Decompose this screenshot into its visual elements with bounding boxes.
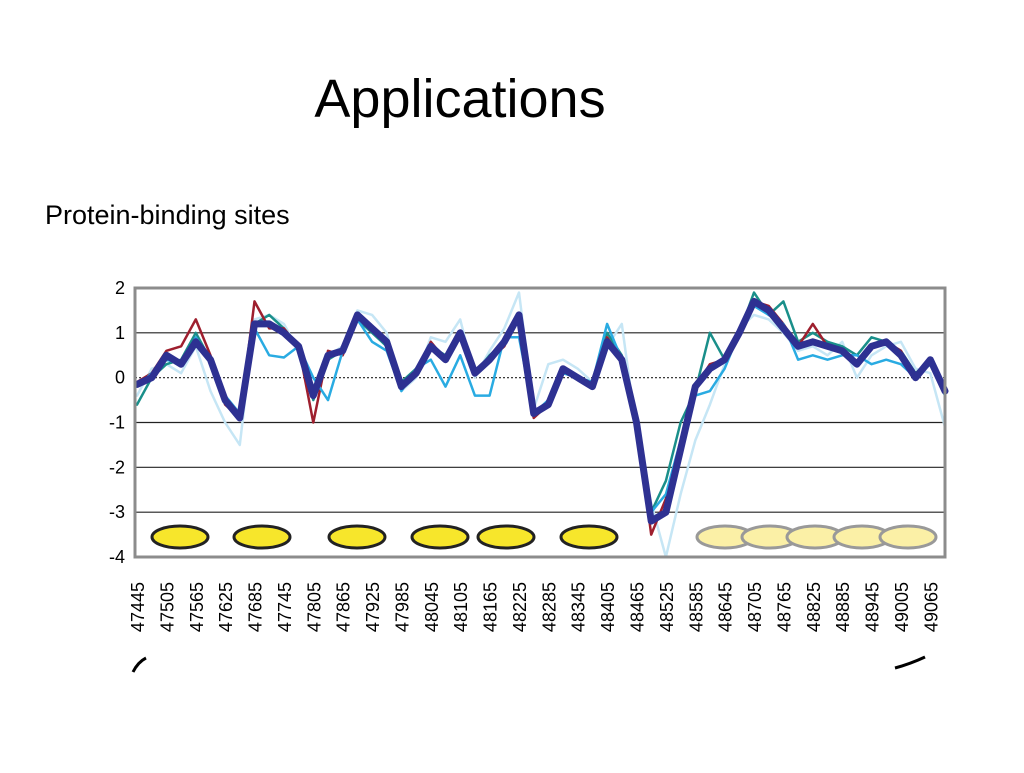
x-tick-label: 48105	[451, 582, 471, 632]
site	[327, 524, 387, 550]
y-tick-label: 2	[115, 278, 125, 298]
bracket	[131, 656, 147, 673]
site	[232, 524, 292, 550]
x-tick-label: 48045	[422, 582, 442, 632]
x-tick-label: 47625	[216, 582, 236, 632]
x-tick-label: 48885	[833, 582, 853, 632]
x-tick-label: 47685	[246, 582, 266, 632]
x-tick-label: 48345	[569, 582, 589, 632]
y-tick-label: -1	[109, 413, 125, 433]
binding-sites	[150, 524, 938, 550]
x-tick-label: 47445	[128, 582, 148, 632]
bullet-text: Protein-binding sites	[45, 200, 290, 230]
faded-site	[878, 524, 938, 550]
lines	[133, 291, 949, 559]
x-tick-label: 47865	[334, 582, 354, 632]
x-tick-label: 47565	[187, 582, 207, 632]
bracket	[894, 655, 926, 670]
x-tick-label: 47925	[363, 582, 383, 632]
x-tick-label: 49065	[921, 582, 941, 632]
site	[476, 524, 536, 550]
x-tick-label: 47745	[275, 582, 295, 632]
plot-border	[133, 286, 947, 559]
y-tick-label: -3	[109, 502, 125, 522]
x-tick-label: 48525	[657, 582, 677, 632]
x-tick-label: 47985	[392, 582, 412, 632]
y-tick-label: -2	[109, 457, 125, 477]
x-tick-label: 48765	[774, 582, 794, 632]
slide-title: Applications	[314, 69, 605, 129]
x-tick-label: 47805	[304, 582, 324, 632]
y-tick-label: 0	[115, 368, 125, 388]
x-tick-label: 48945	[863, 582, 883, 632]
x-tick-label: 47505	[157, 582, 177, 632]
x-tick-label: 48825	[804, 582, 824, 632]
x-tick-label: 48585	[686, 582, 706, 632]
x-tick-label: 48465	[627, 582, 647, 632]
site	[410, 524, 470, 550]
x-tick-label: 48285	[539, 582, 559, 632]
x-tick-label: 48405	[598, 582, 618, 632]
series-line	[133, 297, 949, 525]
site	[150, 524, 210, 550]
x-tick-label: 48705	[745, 582, 765, 632]
y-tick-label: -4	[109, 547, 125, 567]
x-tick-label: 48225	[510, 582, 530, 632]
x-tick-label: 49005	[892, 582, 912, 632]
x-tick-label: 48165	[481, 582, 501, 632]
axis-labels: -4 -3 -2 -1 0 1 2 47445 47505 47565 47625 47685 4774…	[109, 278, 941, 632]
x-tick-label: 48645	[716, 582, 736, 632]
y-tick-label: 1	[115, 323, 125, 343]
site	[559, 524, 619, 550]
